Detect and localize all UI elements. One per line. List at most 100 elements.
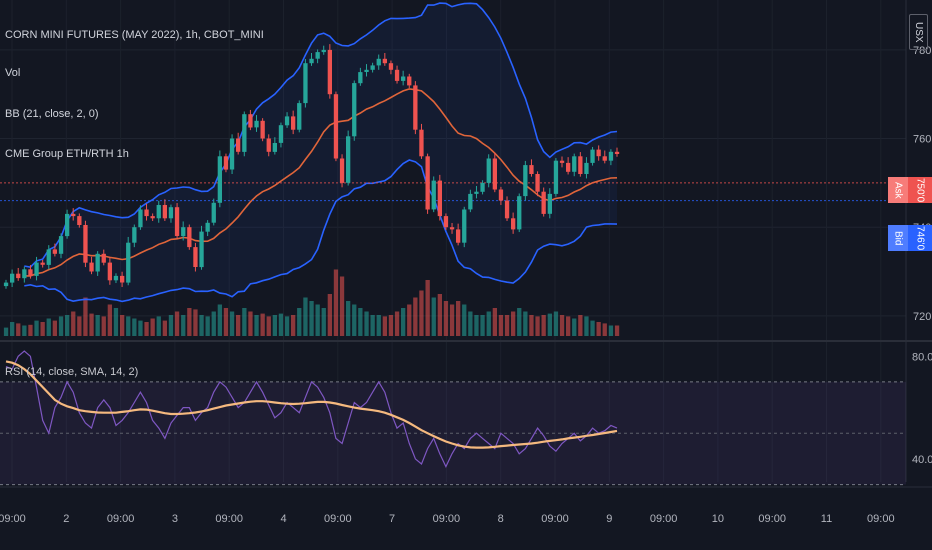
candle-body-1: [10, 273, 15, 283]
volume-bar-6: [40, 322, 45, 336]
currency-button[interactable]: USX: [909, 14, 928, 50]
volume-bar-82: [504, 315, 510, 336]
volume-bar-28: [174, 311, 180, 336]
volume-bar-18: [113, 308, 119, 336]
time-tick-15: 11: [821, 513, 832, 525]
volume-bar-61: [376, 315, 381, 336]
candle-body-30: [187, 227, 192, 248]
volume-bar-68: [419, 290, 424, 336]
candle-body-93: [572, 156, 577, 172]
candle-body-91: [559, 160, 565, 163]
volume-bar-97: [596, 322, 601, 336]
candle-body-2: [16, 273, 21, 279]
candle-body-53: [327, 49, 332, 95]
bid-price: 746'0: [914, 225, 926, 251]
volume-bar-84: [517, 308, 522, 336]
volume-bar-99: [608, 325, 614, 336]
volume-bar-83: [511, 311, 516, 336]
candle-body-50: [309, 58, 314, 64]
candle-body-16: [101, 253, 106, 263]
volume-bar-42: [260, 313, 265, 336]
candle-body-44: [272, 143, 277, 152]
candle-body-76: [468, 193, 473, 210]
volume-bar-63: [388, 315, 394, 336]
candle-body-34: [211, 202, 216, 223]
volume-bar-25: [156, 316, 161, 336]
candle-body-32: [199, 231, 204, 268]
candle-body-3: [22, 269, 27, 279]
volume-bar-90: [553, 311, 559, 336]
candle-body-43: [266, 138, 271, 152]
time-tick-12: 09:00: [650, 513, 678, 525]
volume-legend[interactable]: Vol: [5, 67, 21, 79]
volume-bar-47: [291, 315, 296, 336]
candle-body-0: [3, 282, 9, 287]
volume-bar-94: [578, 315, 583, 336]
candle-body-45: [278, 125, 284, 143]
candle-body-98: [602, 156, 607, 161]
volume-bar-26: [162, 320, 167, 336]
volume-bar-56: [346, 301, 351, 336]
candle-body-64: [394, 69, 400, 81]
candle-body-47: [291, 116, 296, 130]
candle-body-79: [486, 158, 491, 183]
time-tick-9: 8: [498, 513, 504, 525]
candle-body-13: [83, 225, 88, 263]
volume-bar-5: [34, 320, 39, 336]
rsi-tick-1: 40.00: [912, 454, 932, 466]
volume-bar-37: [229, 311, 235, 336]
candle-body-46: [284, 116, 290, 126]
volume-bar-14: [89, 313, 94, 336]
volume-bar-75: [462, 304, 467, 336]
volume-bar-81: [498, 315, 504, 336]
candle-body-71: [437, 180, 442, 217]
volume-bar-50: [309, 301, 314, 336]
candle-body-21: [132, 227, 137, 243]
bid-label: Bid: [888, 225, 908, 251]
candle-body-87: [535, 174, 540, 192]
candle-body-36: [223, 156, 229, 170]
session-legend[interactable]: CME Group ETH/RTH 1h: [5, 148, 129, 160]
volume-bar-69: [425, 280, 430, 336]
volume-bar-4: [28, 324, 33, 336]
candle-body-63: [388, 63, 394, 70]
volume-bar-27: [168, 315, 174, 336]
candle-body-62: [382, 58, 387, 64]
symbol-legend[interactable]: CORN MINI FUTURES (MAY 2022), 1h, CBOT_M…: [5, 29, 264, 41]
candle-body-84: [517, 196, 522, 230]
rsi-line: [5, 350, 618, 468]
candle-body-100: [614, 151, 620, 154]
price-tick-1: 760'0: [913, 134, 932, 146]
volume-bar-0: [3, 327, 9, 336]
volume-bar-52: [321, 308, 326, 336]
time-tick-0: 09:00: [0, 513, 26, 525]
candle-body-38: [236, 138, 241, 152]
volume-bar-23: [144, 322, 149, 336]
candle-body-17: [107, 262, 112, 281]
time-tick-5: 4: [280, 513, 286, 525]
time-tick-1: 2: [63, 513, 69, 525]
candle-body-57: [352, 83, 357, 137]
candle-body-27: [168, 207, 174, 219]
candle-body-56: [346, 136, 351, 183]
volume-bar-15: [95, 315, 100, 336]
volume-bar-11: [71, 311, 76, 336]
volume-bar-30: [187, 308, 192, 336]
volume-bar-96: [590, 320, 595, 336]
volume-bar-71: [437, 294, 442, 336]
candle-body-83: [511, 218, 516, 230]
candle-body-10: [65, 213, 70, 237]
volume-bar-3: [22, 325, 27, 336]
volume-bar-19: [120, 315, 125, 336]
time-tick-3: 3: [172, 513, 178, 525]
rsi-legend[interactable]: RSI (14, close, SMA, 14, 2): [5, 366, 139, 378]
volume-bar-17: [107, 304, 112, 336]
candle-body-81: [498, 189, 504, 201]
candle-body-15: [95, 253, 100, 272]
volume-bar-73: [449, 304, 455, 336]
volume-bar-53: [327, 294, 332, 336]
volume-bar-41: [254, 315, 259, 336]
bollinger-legend[interactable]: BB (21, close, 2, 0): [5, 108, 99, 120]
candle-body-49: [303, 63, 308, 104]
